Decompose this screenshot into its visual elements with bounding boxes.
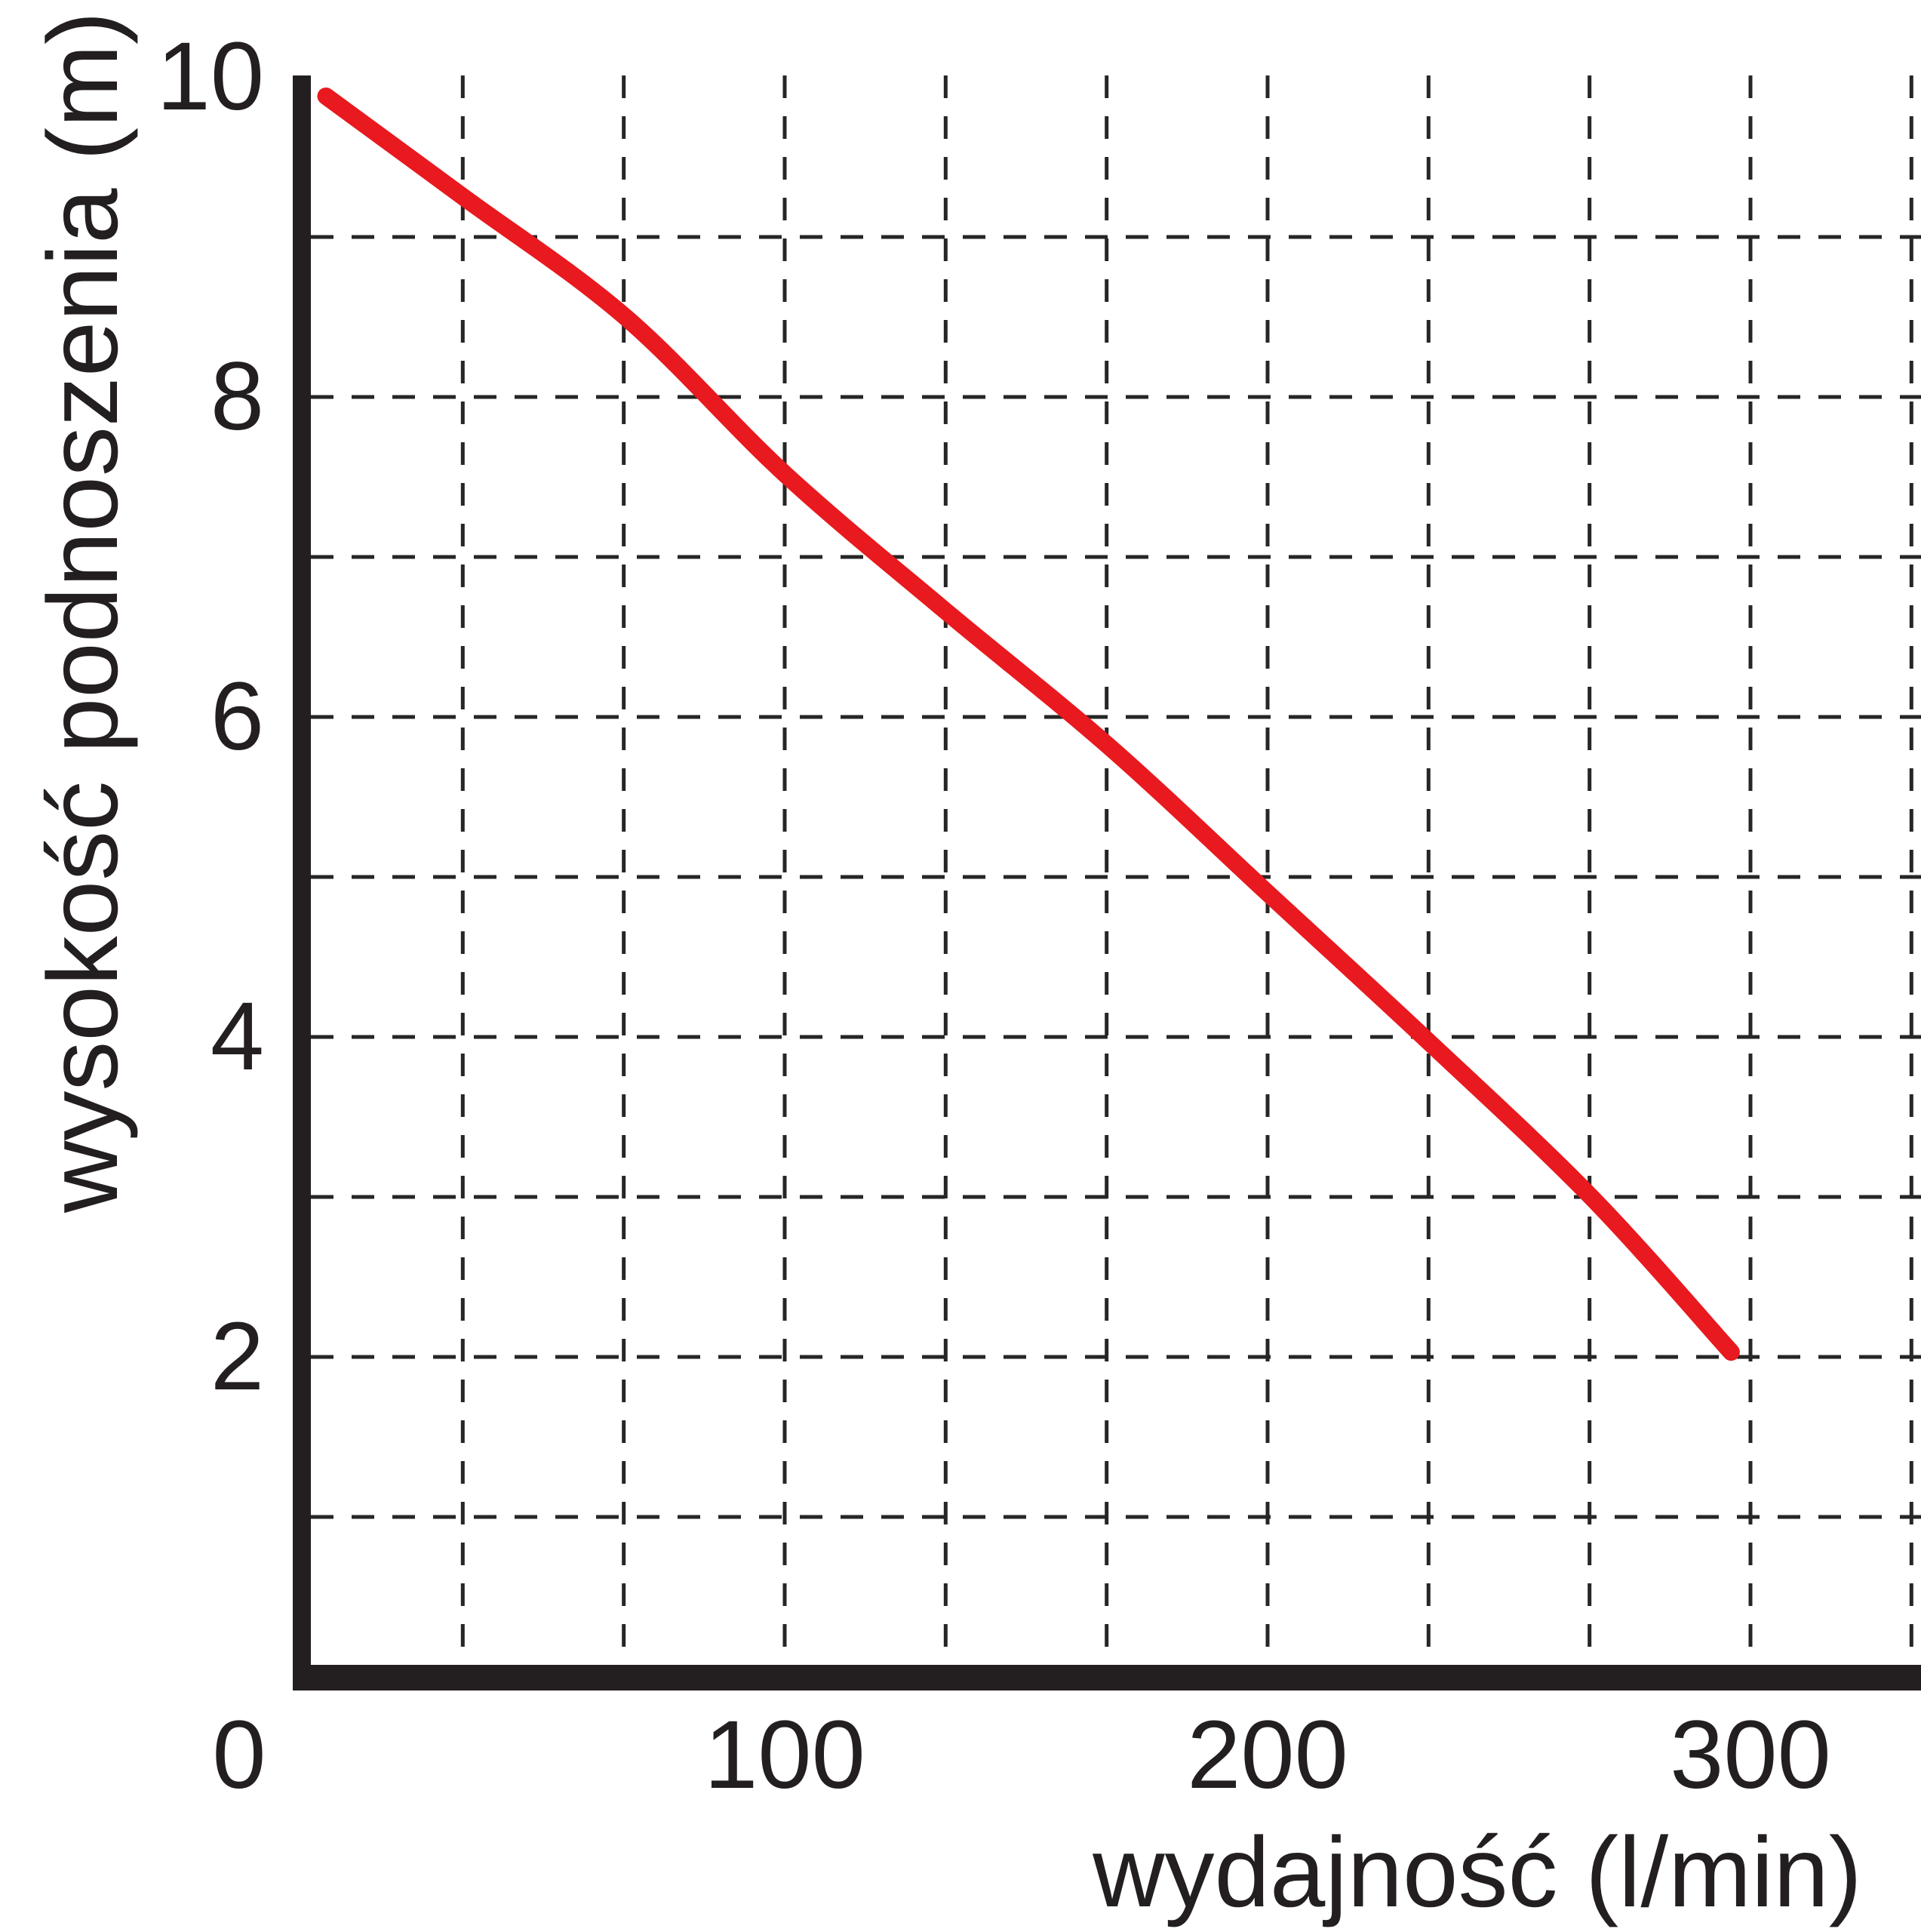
y-tick-label-10: 10 — [156, 23, 264, 131]
y-tick-label-2: 2 — [210, 1303, 264, 1411]
y-tick-label-4: 4 — [210, 983, 264, 1091]
x-tick-label-300: 300 — [1670, 1701, 1831, 1809]
x-tick-label-200: 200 — [1187, 1701, 1348, 1809]
y-axis-line — [293, 75, 311, 1690]
y-tick-label-8: 8 — [210, 343, 264, 451]
x-axis-title: wydajność (l/min) — [1093, 1817, 1862, 1927]
x-tick-label-100: 100 — [704, 1701, 865, 1809]
pump-curve — [317, 87, 1740, 1361]
x-axis-line — [293, 1665, 1921, 1690]
x-tick-label-0: 0 — [212, 1701, 266, 1809]
y-tick-label-6: 6 — [210, 663, 264, 771]
